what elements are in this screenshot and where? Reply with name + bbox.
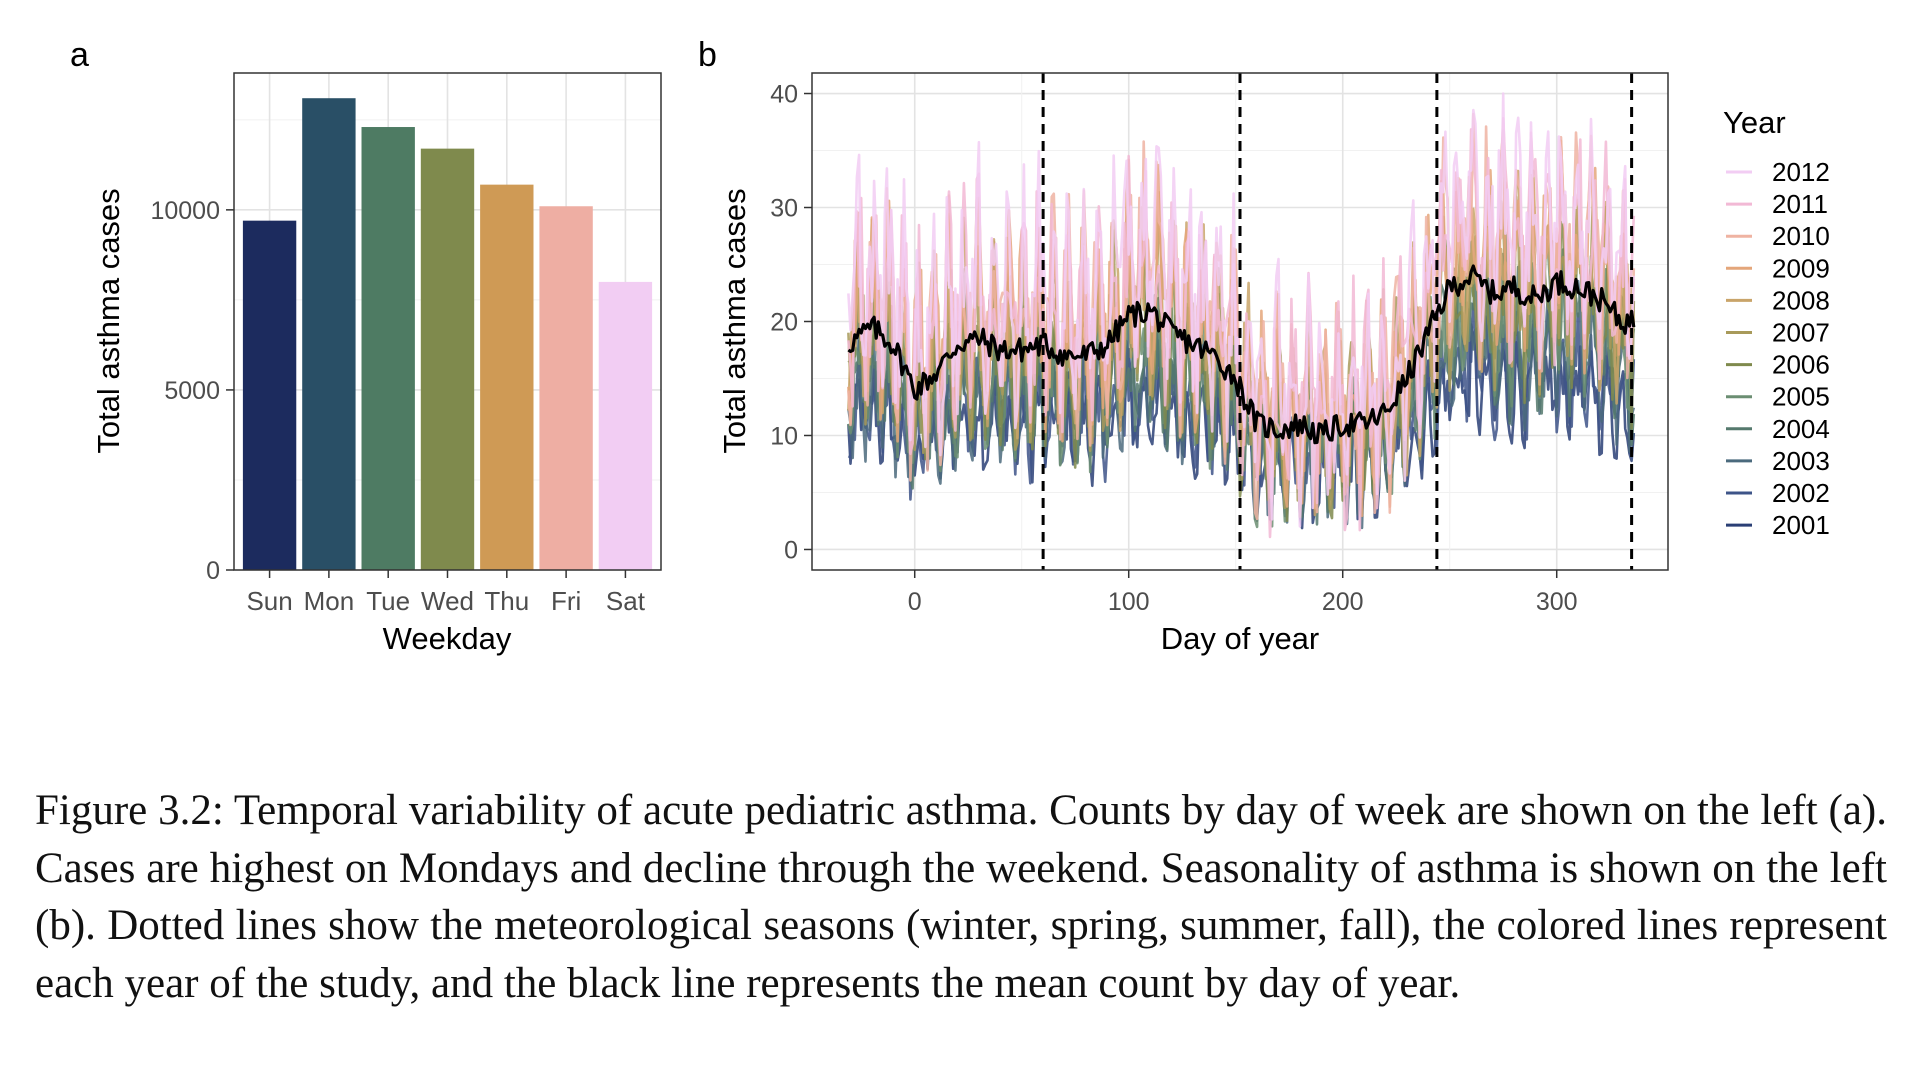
panel-b-x-axis-title: Day of year <box>1161 621 1320 656</box>
panel-a: a 0 5000 10000 Sun Mon Tue Wed Thu Fri Sat Weekd… <box>70 36 662 656</box>
panel-a-x-axis-title: Weekday <box>383 621 512 656</box>
bar-fri <box>539 206 593 571</box>
panel-b-y-ticks: 0 10 20 30 40 <box>770 81 812 564</box>
year-line-2012 <box>847 92 1636 528</box>
panel-a-bars <box>242 98 653 571</box>
x-tick-label: Sun <box>246 586 292 616</box>
x-tick-label: Thu <box>484 586 529 616</box>
bar-thu <box>480 184 534 570</box>
legend-label-2004: 2004 <box>1772 414 1830 444</box>
y-tick-label: 30 <box>770 195 798 223</box>
legend-items: 2012201120102009200820072006200520042003… <box>1726 157 1830 540</box>
legend-label-2010: 2010 <box>1772 221 1830 251</box>
panel-b: b 0 10 20 30 40 0 100 200 300 Day of year Total… <box>698 36 1669 656</box>
bar-wed <box>420 148 475 570</box>
legend-label-2001: 2001 <box>1772 510 1830 540</box>
legend-label-2011: 2011 <box>1772 189 1828 219</box>
mean-line <box>847 264 1636 445</box>
panel-b-label: b <box>698 36 717 74</box>
x-tick-label: Tue <box>366 586 410 616</box>
x-tick-label: Wed <box>421 586 474 616</box>
x-tick-label: Mon <box>304 586 355 616</box>
figure-caption: Figure 3.2: Temporal variability of acut… <box>35 787 1887 1007</box>
legend-label-2005: 2005 <box>1772 382 1830 412</box>
x-tick-label: 300 <box>1536 588 1578 616</box>
legend-label-2002: 2002 <box>1772 478 1830 508</box>
y-tick-label: 10 <box>770 422 798 450</box>
x-tick-label: 200 <box>1322 588 1364 616</box>
x-tick-label: Fri <box>551 586 581 616</box>
panel-a-y-axis-title: Total asthma cases <box>91 188 126 453</box>
legend-label-2006: 2006 <box>1772 350 1830 380</box>
panel-a-x-ticks: Sun Mon Tue Wed Thu Fri Sat <box>246 570 646 616</box>
bar-mon <box>302 98 356 570</box>
legend-title: Year <box>1723 105 1786 140</box>
bar-sun <box>242 220 297 570</box>
panel-b-mean-line <box>847 264 1636 445</box>
y-tick-label: 0 <box>206 557 220 585</box>
legend-label-2009: 2009 <box>1772 253 1830 283</box>
legend-label-2008: 2008 <box>1772 285 1830 315</box>
panel-b-x-ticks: 0 100 200 300 <box>908 570 1578 616</box>
y-tick-label: 10000 <box>150 197 220 225</box>
bar-tue <box>361 127 415 571</box>
panel-b-y-axis-title: Total asthma cases <box>717 188 752 453</box>
y-tick-label: 20 <box>770 309 798 337</box>
bar-sat <box>598 281 653 570</box>
y-tick-label: 40 <box>770 81 798 109</box>
x-tick-label: 0 <box>908 588 922 616</box>
panel-a-label: a <box>70 36 89 74</box>
legend-label-2003: 2003 <box>1772 446 1830 476</box>
panel-b-season-boundaries <box>1041 73 1634 570</box>
y-tick-label: 5000 <box>164 377 220 405</box>
legend: Year 20122011201020092008200720062005200… <box>1723 105 1830 540</box>
legend-label-2007: 2007 <box>1772 318 1830 348</box>
y-tick-label: 0 <box>784 536 798 564</box>
legend-label-2012: 2012 <box>1772 157 1830 187</box>
panel-a-y-ticks: 0 5000 10000 <box>150 197 234 585</box>
x-tick-label: Sat <box>606 586 646 616</box>
x-tick-label: 100 <box>1108 588 1150 616</box>
